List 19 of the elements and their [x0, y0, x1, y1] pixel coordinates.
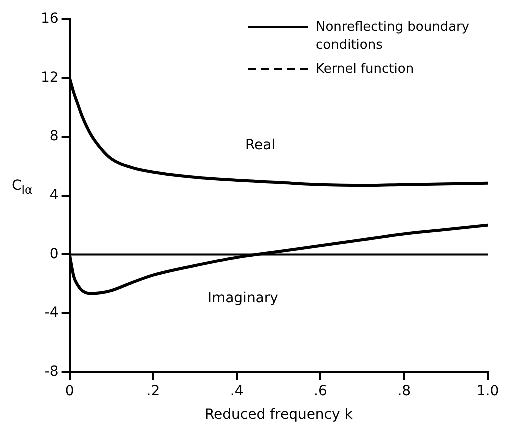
- y-tick-label: 0: [50, 246, 59, 262]
- annotation: Real: [245, 138, 276, 154]
- y-tick-label: 8: [50, 128, 59, 145]
- x-tick-label: 0: [65, 383, 74, 400]
- x-axis-title: Reduced frequency k: [204, 407, 354, 424]
- legend-label: Kernel function: [316, 62, 414, 77]
- x-tick-label: 1.0: [476, 383, 500, 400]
- x-tick-label: .2: [146, 383, 160, 400]
- legend-label: Nonreflecting boundary conditions: [316, 20, 470, 53]
- y-tick-label: -4: [44, 305, 59, 322]
- y-tick-label: 12: [40, 70, 59, 86]
- y-tick-label: -8: [44, 364, 59, 380]
- y-tick-label: 16: [40, 11, 59, 28]
- annotation: Imaginary: [208, 290, 278, 306]
- y-tick-label: 4: [50, 188, 59, 204]
- x-tick-label: .8: [398, 383, 412, 400]
- x-tick-label: .6: [314, 383, 328, 400]
- y-axis-title: C$_{lα}$: [12, 178, 33, 197]
- x-tick-label: .4: [230, 383, 244, 400]
